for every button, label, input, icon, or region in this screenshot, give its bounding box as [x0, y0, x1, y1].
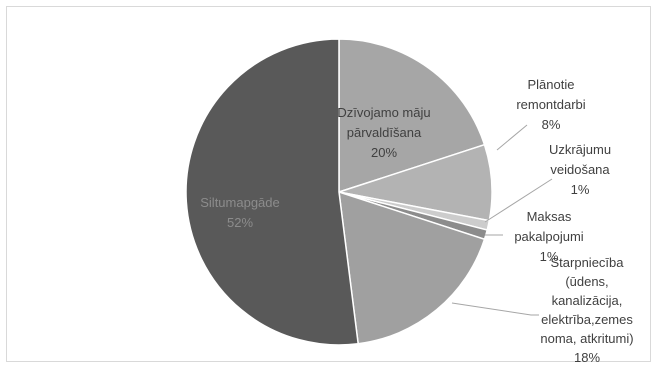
pie-slice-dzivojamo-maju — [338, 38, 486, 194]
leader-line-uzkrajumu — [484, 178, 553, 223]
data-label-siltumapgade: Siltumapgāde 52% — [200, 195, 280, 230]
data-label-uzkrajumu: Uzkrājumu veidošana 1% — [549, 142, 611, 197]
data-label-starpnieciba: Starpniecība (ūdens, kanalizācija, elektrīb… — [540, 255, 633, 363]
pie-slice-siltumapgade — [185, 38, 360, 346]
leader-line-planotie — [496, 124, 528, 151]
chart-area: Dzīvojamo māju pārvaldīšana 20% Plānotie rem… — [6, 6, 651, 363]
pie-slice-starpnieciba — [338, 190, 486, 345]
data-label-planotie: Plānotie remontdarbi 8% — [516, 77, 585, 132]
leader-line-starpnieciba — [451, 302, 539, 316]
data-label-maksas: Maksas pakalpojumi 1% — [514, 209, 583, 264]
data-label-dzivojamo-maju: Dzīvojamo māju pārvaldīšana 20% — [337, 105, 430, 160]
pie-chart: Dzīvojamo māju pārvaldīšana 20% Plānotie rem… — [185, 38, 634, 363]
